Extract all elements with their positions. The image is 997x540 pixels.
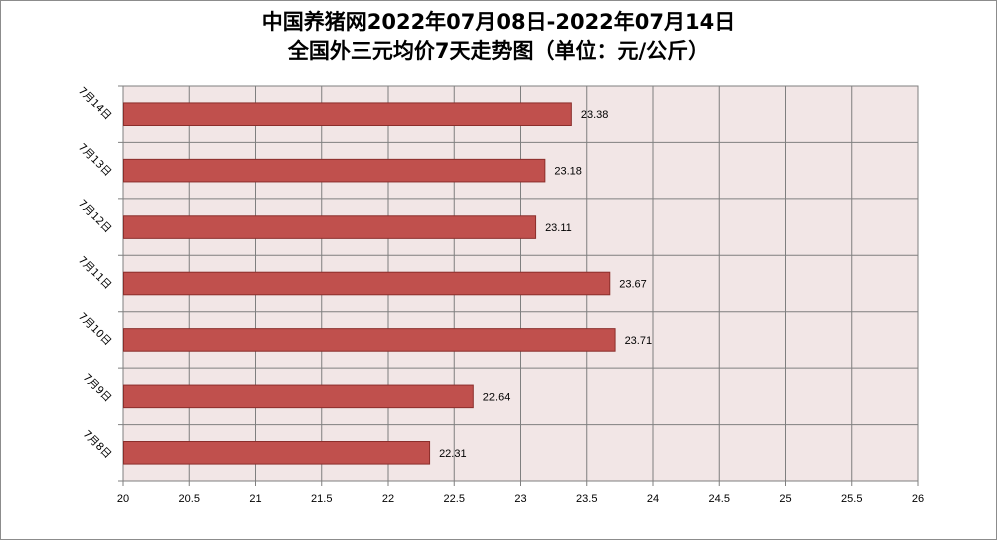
y-category-label: 7月8日	[81, 428, 114, 461]
x-tick-label: 26	[912, 493, 924, 505]
x-tick-label: 25.5	[841, 493, 862, 505]
chart-title: 中国养猪网2022年07月08日-2022年07月14日 全国外三元均价7天走势…	[0, 8, 997, 66]
data-label: 23.18	[554, 166, 582, 178]
x-tick-label: 21	[249, 493, 261, 505]
x-tick-label: 20	[117, 493, 129, 505]
y-category-label: 7月9日	[81, 372, 114, 405]
bar	[123, 328, 616, 352]
y-category-label: 7月12日	[76, 198, 114, 236]
x-tick-label: 22.5	[444, 493, 465, 505]
data-label: 23.38	[581, 109, 609, 121]
chart-title-line2: 全国外三元均价7天走势图（单位：元/公斤）	[287, 39, 710, 63]
data-label: 22.64	[483, 391, 511, 403]
y-category-label: 7月10日	[76, 311, 114, 349]
y-category-label: 7月14日	[76, 85, 114, 123]
bar	[123, 102, 572, 127]
x-tick-label: 20.5	[179, 493, 200, 505]
bar	[123, 215, 537, 239]
bar	[123, 158, 546, 183]
x-tick-label: 24	[647, 493, 659, 505]
x-tick-label: 23	[514, 493, 526, 505]
data-label: 22.31	[439, 448, 467, 460]
y-category-label: 7月11日	[76, 254, 114, 292]
x-tick-label: 22	[382, 493, 394, 505]
x-tick-label: 25	[779, 493, 791, 505]
data-label: 23.11	[545, 222, 572, 234]
bar	[123, 384, 474, 409]
chart-title-line1: 中国养猪网2022年07月08日-2022年07月14日	[261, 10, 736, 34]
data-label: 23.71	[625, 335, 653, 347]
data-label: 23.67	[619, 279, 647, 291]
plot-border	[122, 85, 919, 482]
x-tick-label: 23.5	[576, 493, 597, 505]
x-tick-label: 21.5	[311, 493, 332, 505]
bar	[123, 271, 611, 296]
bar	[123, 441, 431, 465]
x-tick-label: 24.5	[709, 493, 730, 505]
y-category-label: 7月13日	[76, 141, 114, 179]
